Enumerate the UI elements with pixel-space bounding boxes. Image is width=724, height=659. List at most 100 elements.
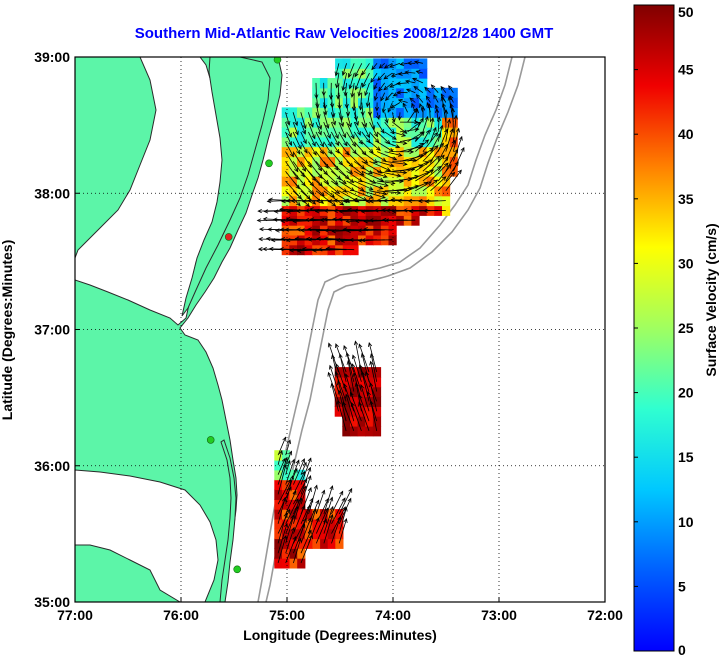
velocity-arrow-head <box>358 364 363 369</box>
velocity-arrow <box>335 63 340 76</box>
velocity-arrow <box>331 491 344 515</box>
velocity-arrow-head <box>316 114 321 120</box>
velocity-arrow <box>449 95 454 103</box>
velocity-arrow <box>323 141 332 155</box>
velocity-arrow <box>323 180 340 194</box>
velocity-arrow <box>300 487 312 515</box>
velocity-arrow-head <box>359 171 365 176</box>
velocity-arrow <box>384 141 400 148</box>
velocity-cell <box>350 244 359 256</box>
velocity-arrow-head <box>418 164 424 169</box>
velocity-cell <box>312 538 321 549</box>
velocity-cell <box>312 528 321 540</box>
velocity-arrow <box>383 72 393 80</box>
velocity-arrow <box>354 63 363 77</box>
velocity-cell <box>304 509 313 520</box>
velocity-arrow-head <box>365 371 369 377</box>
velocity-arrow-head <box>305 202 310 208</box>
velocity-arrow-head <box>327 199 333 204</box>
velocity-cell <box>342 367 351 378</box>
velocity-arrow-head <box>307 237 313 242</box>
velocity-arrow-head <box>343 345 348 350</box>
velocity-cell <box>365 68 374 79</box>
velocity-arrow <box>407 171 430 182</box>
velocity-arrow-head <box>302 461 307 467</box>
velocity-arrow-head <box>429 147 435 152</box>
velocity-cell <box>396 97 405 108</box>
velocity-arrow <box>285 536 297 564</box>
velocity-arrow <box>362 72 370 88</box>
velocity-cell <box>372 367 382 378</box>
velocity-arrow <box>369 131 380 143</box>
velocity-cell <box>419 78 428 89</box>
velocity-cell <box>342 215 351 226</box>
velocity-arrow-head <box>430 84 436 90</box>
velocity-cell <box>289 528 298 540</box>
velocity-arrow <box>342 63 347 76</box>
velocity-arrow-head <box>304 217 310 223</box>
velocity-arrow-head <box>335 343 339 349</box>
velocity-arrow-head <box>330 103 335 109</box>
velocity-arrow-head <box>448 85 453 90</box>
y-axis-label: Latitude (Degrees:Minutes) <box>0 240 15 420</box>
velocity-arrow <box>277 509 290 534</box>
velocity-arrow-head <box>424 86 429 92</box>
colorbar-tick-label: 45 <box>678 62 694 78</box>
velocity-cell <box>380 58 390 69</box>
velocity-cell <box>419 176 428 187</box>
velocity-arrow-head <box>397 198 402 203</box>
velocity-arrow <box>445 169 462 192</box>
velocity-cell <box>403 127 412 138</box>
velocity-arrow-head <box>319 217 325 223</box>
velocity-arrow <box>399 112 401 120</box>
velocity-arrow-head <box>433 145 439 150</box>
velocity-arrow <box>335 363 347 392</box>
velocity-arrow <box>396 82 408 85</box>
velocity-arrow <box>308 112 314 128</box>
velocity-arrow <box>285 440 291 456</box>
velocity-arrow <box>431 84 439 93</box>
velocity-arrow <box>414 109 418 123</box>
velocity-arrow-head <box>278 449 283 455</box>
x-tick-label: 72:00 <box>587 607 623 623</box>
velocity-arrow-head <box>388 63 394 68</box>
velocity-arrow <box>448 85 454 93</box>
velocity-arrow <box>300 505 311 534</box>
velocity-cell <box>372 426 382 437</box>
velocity-arrow-head <box>331 354 336 360</box>
velocity-arrow <box>430 133 441 152</box>
velocity-arrow <box>407 161 429 172</box>
velocity-arrow <box>328 372 339 402</box>
delmarva-peninsula <box>181 57 271 317</box>
velocity-arrow <box>453 115 457 142</box>
velocity-arrow <box>285 527 295 554</box>
velocity-cell <box>434 127 443 138</box>
velocity-arrow-head <box>392 92 398 97</box>
velocity-arrow-head <box>286 209 291 214</box>
velocity-arrow <box>353 161 373 175</box>
velocity-arrow <box>285 498 299 524</box>
velocity-arrow-head <box>302 124 307 130</box>
velocity-arrow <box>338 488 353 515</box>
velocity-arrow-head <box>409 97 414 102</box>
velocity-arrow-head <box>335 363 340 369</box>
velocity-arrow <box>437 164 452 182</box>
velocity-cell <box>411 78 420 89</box>
velocity-arrow-head <box>256 218 262 223</box>
velocity-arrow-head <box>381 108 386 114</box>
velocity-arrow <box>374 92 378 101</box>
velocity-arrow <box>300 458 312 485</box>
velocity-arrow-head <box>404 79 410 84</box>
velocity-arrow-head <box>434 104 439 110</box>
velocity-arrow <box>308 500 320 524</box>
velocity-arrow-head <box>294 498 299 503</box>
velocity-cell <box>449 166 458 177</box>
velocity-arrow <box>330 92 333 108</box>
velocity-arrow <box>330 102 335 117</box>
velocity-arrow <box>292 141 301 155</box>
velocity-arrow-head <box>351 363 356 368</box>
velocity-cell <box>281 518 291 530</box>
colorbar-ticks: 0 5 10 15 20 25 30 35 40 45 50 <box>634 4 694 658</box>
velocity-arrow-head <box>302 517 307 523</box>
